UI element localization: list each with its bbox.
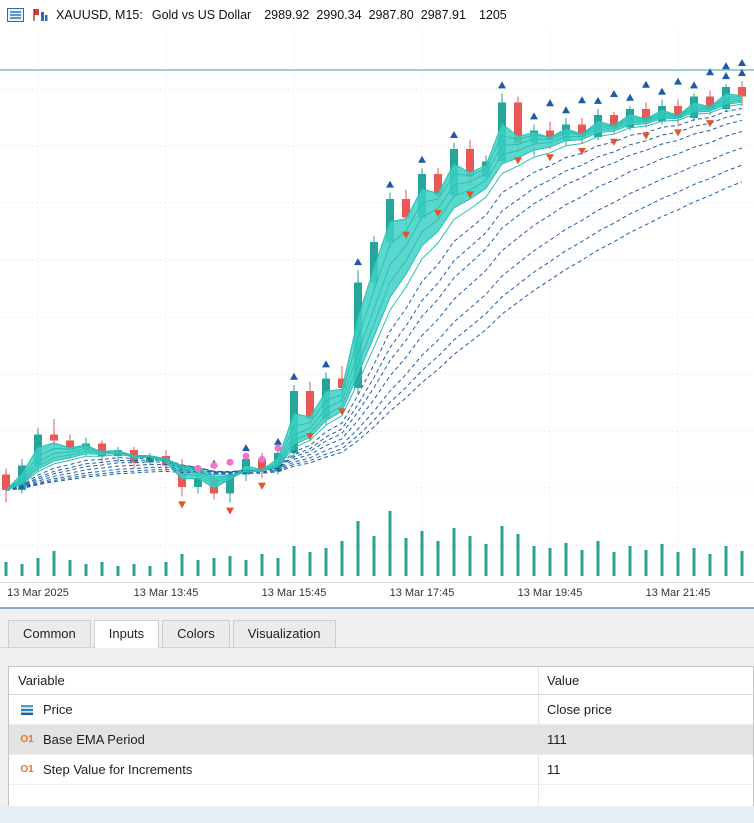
variable-name: Base EMA Period bbox=[43, 732, 145, 747]
ohlc-low: 2987.80 bbox=[368, 8, 414, 22]
ema-ribbon bbox=[5, 93, 743, 491]
value-cell[interactable]: Close price bbox=[547, 702, 613, 717]
integer-icon-text: O1 bbox=[20, 734, 34, 745]
ohlc-close: 2987.91 bbox=[420, 8, 466, 22]
value-cell[interactable]: 11 bbox=[547, 762, 561, 777]
window-separator[interactable] bbox=[0, 607, 754, 609]
volume-bars bbox=[4, 511, 744, 576]
tab-inputs[interactable]: Inputs bbox=[93, 620, 160, 648]
chart-symbol-label: XAUUSD, M15: bbox=[56, 8, 143, 22]
quotes-list-icon[interactable] bbox=[6, 6, 24, 24]
inputs-table: Variable Value Price Close price O1 Base EM… bbox=[8, 666, 754, 808]
tab-colors[interactable]: Colors bbox=[162, 620, 230, 647]
indicator-properties-dialog: Common Inputs Colors Visualization Variable… bbox=[0, 609, 754, 823]
integer-input-icon: O1 bbox=[18, 734, 36, 745]
integer-icon-text: O1 bbox=[20, 764, 34, 775]
tick-volume: 1205 bbox=[478, 8, 507, 22]
x-axis-label: 13 Mar 17:45 bbox=[389, 587, 455, 599]
x-axis-label: 13 Mar 19:45 bbox=[517, 587, 583, 599]
price-icon bbox=[18, 704, 36, 716]
mini-chart-icon[interactable] bbox=[31, 6, 49, 24]
ohlc-high: 2990.34 bbox=[316, 8, 362, 22]
variable-cell: O1 Base EMA Period bbox=[9, 732, 538, 747]
signal-arrows bbox=[178, 59, 746, 515]
value-cell[interactable]: 111 bbox=[547, 732, 567, 747]
integer-input-icon: O1 bbox=[18, 764, 36, 775]
variable-cell: O1 Step Value for Increments bbox=[9, 762, 538, 777]
price-chart-svg bbox=[0, 30, 754, 582]
table-header-row: Variable Value bbox=[9, 667, 753, 695]
x-axis-label: 13 Mar 2025 bbox=[7, 587, 69, 599]
chart-area[interactable] bbox=[0, 30, 754, 582]
x-axis-label: 13 Mar 21:45 bbox=[645, 587, 711, 599]
tab-common[interactable]: Common bbox=[8, 620, 91, 647]
x-axis-label: 13 Mar 15:45 bbox=[261, 587, 327, 599]
variable-name: Price bbox=[43, 702, 73, 717]
time-axis[interactable]: 13 Mar 2025 13 Mar 13:45 13 Mar 15:45 13 Ma… bbox=[0, 582, 754, 608]
variable-cell: Price bbox=[9, 702, 538, 717]
variable-name: Step Value for Increments bbox=[43, 762, 193, 777]
ohlc-open: 2989.92 bbox=[264, 8, 310, 22]
table-row[interactable]: Price Close price bbox=[9, 695, 753, 725]
column-header-value: Value bbox=[547, 673, 580, 688]
x-axis-label: 13 Mar 13:45 bbox=[133, 587, 199, 599]
chart-header-bar: XAUUSD, M15: Gold vs US Dollar 2989.92 2… bbox=[0, 0, 754, 30]
column-header-variable: Variable bbox=[18, 673, 65, 688]
table-row[interactable]: O1 Base EMA Period 111 bbox=[9, 725, 753, 755]
tab-visualization[interactable]: Visualization bbox=[232, 620, 336, 647]
chart-description-label: Gold vs US Dollar bbox=[151, 8, 252, 22]
dialog-bottom-strip bbox=[0, 806, 754, 823]
table-row[interactable]: O1 Step Value for Increments 11 bbox=[9, 755, 753, 785]
dialog-tabs: Common Inputs Colors Visualization bbox=[0, 609, 754, 648]
